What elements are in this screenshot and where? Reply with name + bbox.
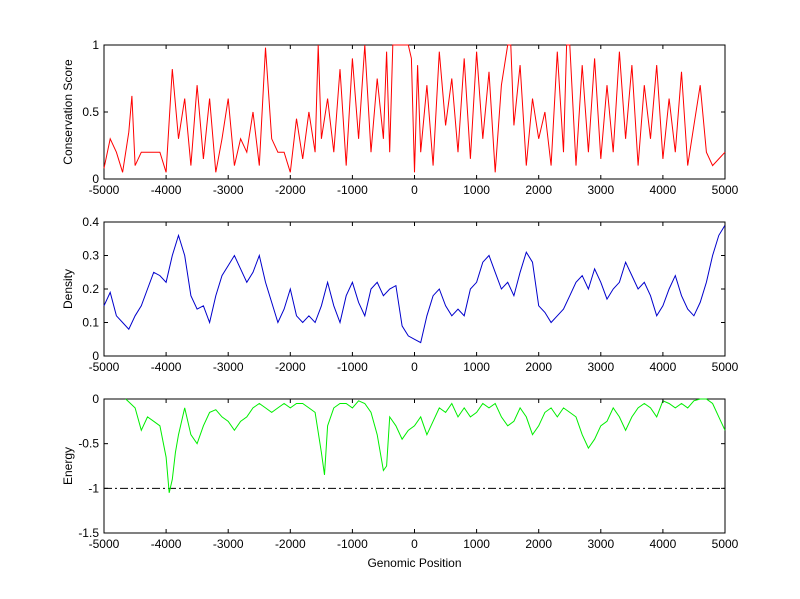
x-tick-label: -5000 <box>89 183 120 197</box>
x-tick-label: -4000 <box>151 537 182 551</box>
x-tick-label: -3000 <box>213 537 244 551</box>
y-tick-label: 0.1 <box>82 316 99 330</box>
x-tick-label: 5000 <box>712 183 739 197</box>
x-tick-label: -4000 <box>151 183 182 197</box>
x-tick-label: -2000 <box>275 360 306 374</box>
x-tick-label: 3000 <box>587 183 614 197</box>
y-tick-label: 1 <box>92 38 99 52</box>
x-tick-label: 1000 <box>463 183 490 197</box>
x-axis-label: Genomic Position <box>367 556 461 570</box>
x-tick-label: -1000 <box>337 537 368 551</box>
x-tick-label: 4000 <box>650 183 677 197</box>
plot-area-2 <box>103 221 726 357</box>
y-tick-label: 0.4 <box>82 215 99 229</box>
y-tick-label: 0.2 <box>82 282 99 296</box>
y-tick-label: 0 <box>92 392 99 406</box>
y-axis-label: Energy <box>61 447 75 485</box>
y-tick-label: 0 <box>92 349 99 363</box>
series-line-2-1 <box>103 225 726 344</box>
y-tick-label: 0.3 <box>82 249 99 263</box>
x-tick-label: 3000 <box>587 360 614 374</box>
y-tick-label: -1.5 <box>78 526 99 540</box>
x-tick-label: 5000 <box>712 360 739 374</box>
x-tick-label: 2000 <box>525 183 552 197</box>
y-tick-label: 0.5 <box>82 105 99 119</box>
x-tick-label: 3000 <box>587 537 614 551</box>
x-tick-label: 5000 <box>712 537 739 551</box>
x-tick-label: -4000 <box>151 360 182 374</box>
x-tick-label: -3000 <box>213 183 244 197</box>
x-tick-label: 2000 <box>525 360 552 374</box>
x-tick-label: -1000 <box>337 183 368 197</box>
series-line-1-1 <box>103 44 726 173</box>
y-axis-label: Conservation Score <box>61 59 75 165</box>
y-tick-label: 0 <box>92 172 99 186</box>
y-tick-label: -1 <box>88 481 99 495</box>
x-tick-label: -2000 <box>275 183 306 197</box>
x-tick-label: 2000 <box>525 537 552 551</box>
x-tick-label: 1000 <box>463 537 490 551</box>
x-tick-label: -3000 <box>213 360 244 374</box>
x-tick-label: -5000 <box>89 537 120 551</box>
series-line-3-1 <box>125 398 726 493</box>
x-tick-label: 1000 <box>463 360 490 374</box>
y-axis-label: Density <box>61 269 75 309</box>
plot-area-3 <box>103 398 726 534</box>
x-tick-label: 0 <box>411 360 418 374</box>
x-tick-label: 4000 <box>650 537 677 551</box>
x-tick-label: -2000 <box>275 537 306 551</box>
x-tick-label: 0 <box>411 537 418 551</box>
x-tick-label: -5000 <box>89 360 120 374</box>
y-tick-label: -0.5 <box>78 437 99 451</box>
x-tick-label: 0 <box>411 183 418 197</box>
x-tick-label: 4000 <box>650 360 677 374</box>
x-tick-label: -1000 <box>337 360 368 374</box>
